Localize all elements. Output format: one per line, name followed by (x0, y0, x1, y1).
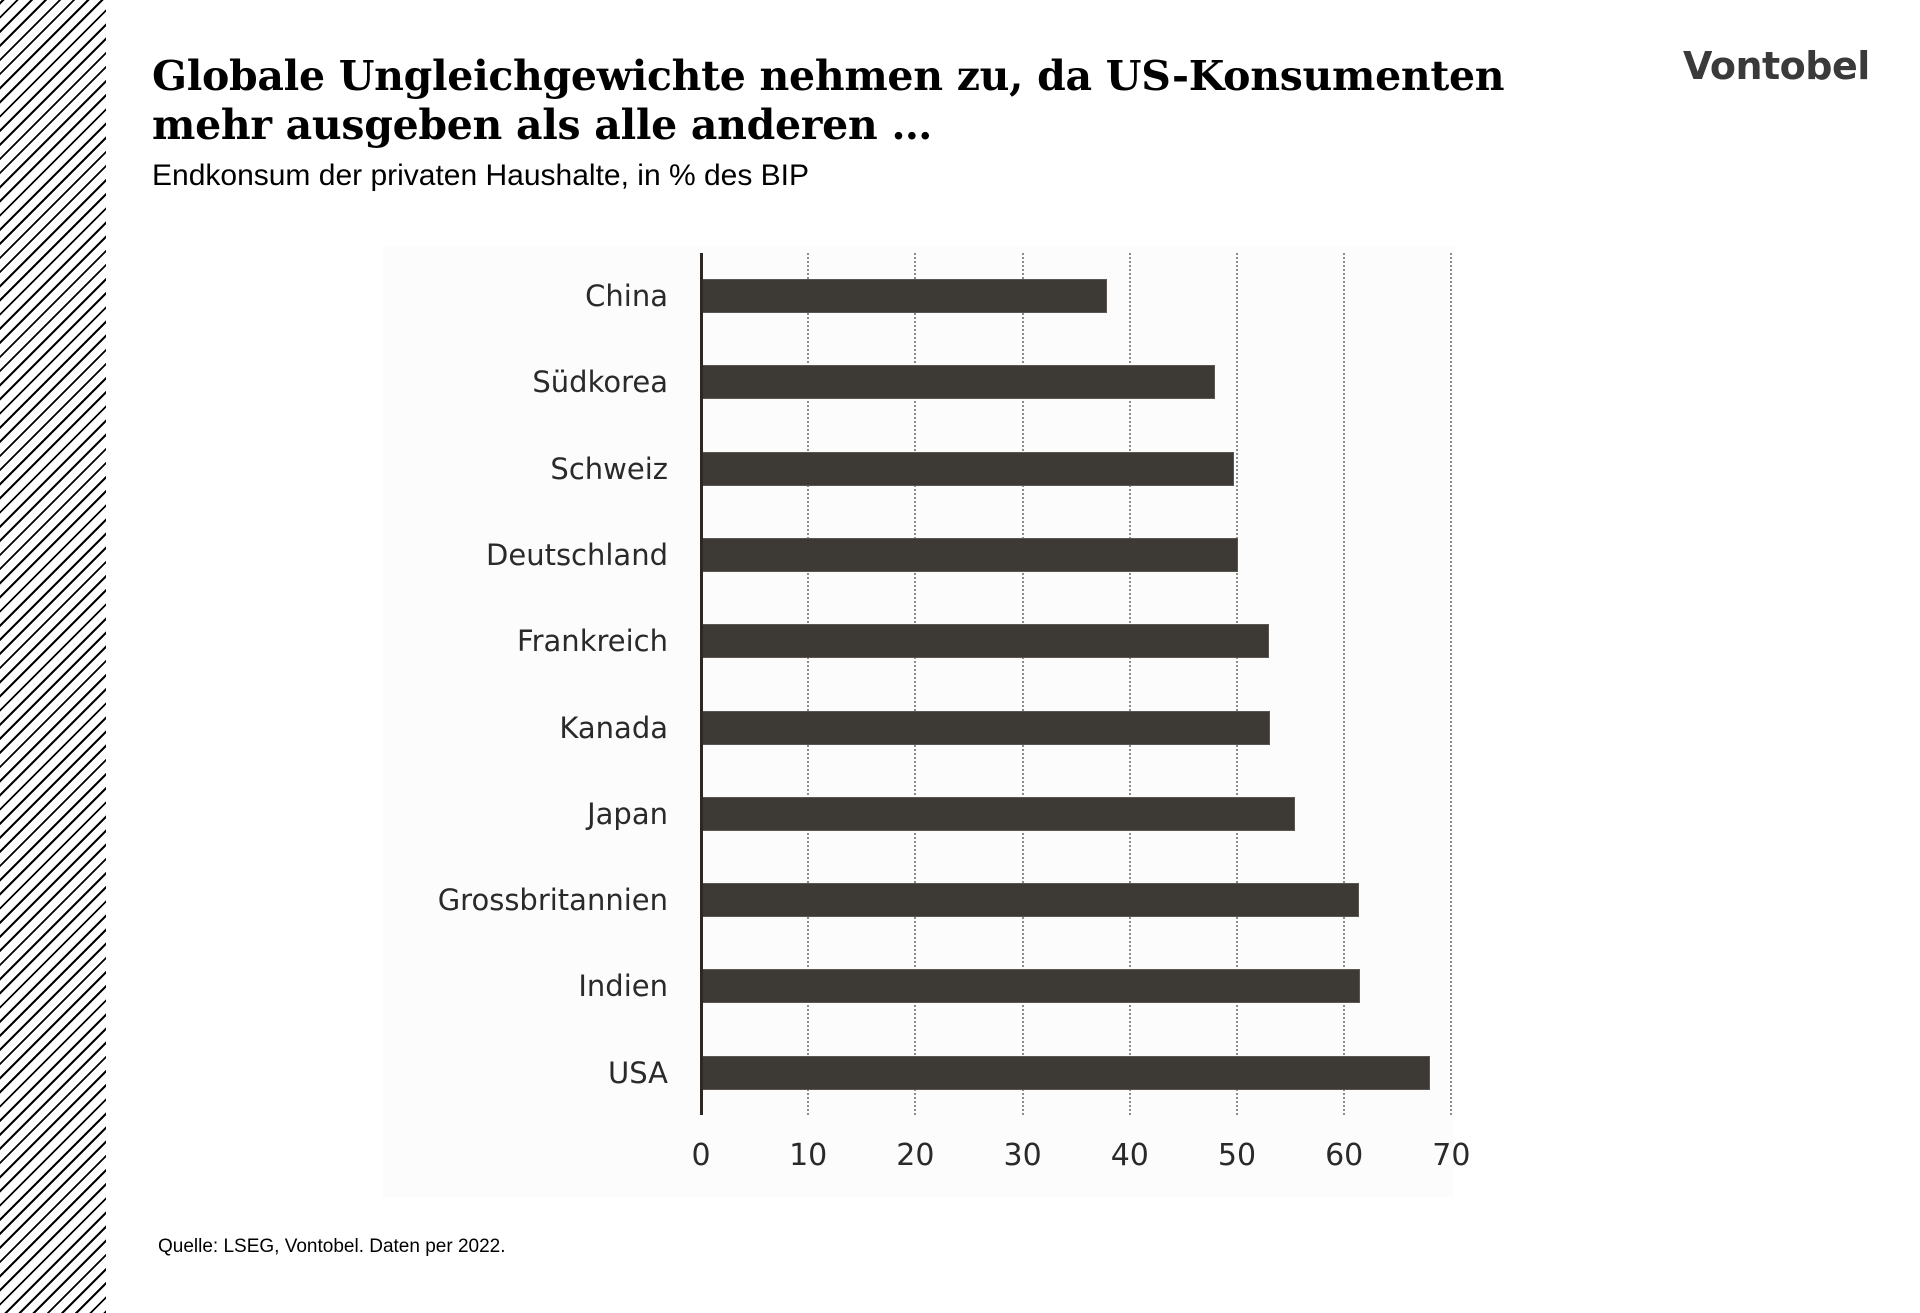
category-label: USA (607, 1055, 668, 1090)
bar (702, 883, 1360, 918)
chart-subtitle: Endkonsum der privaten Haushalte, in % d… (152, 159, 810, 192)
x-tick-label: 30 (1003, 1138, 1042, 1173)
x-tick-label: 0 (691, 1138, 711, 1173)
vontobel-logo: Vontobel (1683, 44, 1870, 88)
y-axis-line (700, 253, 703, 1115)
gridline (807, 253, 810, 1115)
category-label: Frankreich (517, 624, 668, 659)
category-label: Deutschland (486, 537, 668, 572)
bar (702, 796, 1295, 831)
gridline (1128, 253, 1131, 1115)
category-label: Südkorea (532, 365, 668, 400)
bar (702, 451, 1234, 486)
category-label: Kanada (559, 710, 668, 745)
gridline (1450, 253, 1453, 1115)
gridline (1021, 253, 1024, 1115)
x-tick-label: 10 (789, 1138, 828, 1173)
x-tick-label: 70 (1432, 1138, 1471, 1173)
page-title: Globale Ungleichgewichte nehmen zu, da U… (152, 52, 1505, 149)
x-tick-label: 40 (1110, 1138, 1149, 1173)
x-tick-label: 20 (896, 1138, 935, 1173)
bar (702, 537, 1238, 572)
bar (702, 365, 1216, 400)
decorative-hatch-panel (0, 0, 106, 1313)
bar (702, 279, 1108, 313)
category-label: Japan (587, 796, 668, 831)
gridline (1343, 253, 1346, 1115)
x-tick-label: 60 (1325, 1138, 1364, 1173)
bar (702, 710, 1271, 745)
bar (702, 969, 1361, 1004)
category-label: Indien (578, 969, 668, 1004)
gridline (1236, 253, 1238, 1115)
gridline (914, 253, 917, 1115)
x-tick-label: 50 (1217, 1138, 1257, 1173)
source-note: Quelle: LSEG, Vontobel. Daten per 2022. (158, 1236, 506, 1257)
bar (702, 1055, 1430, 1090)
category-label: China (585, 279, 668, 313)
category-label: Schweiz (550, 451, 668, 486)
bar (702, 624, 1270, 659)
category-label: Grossbritannien (437, 883, 668, 918)
